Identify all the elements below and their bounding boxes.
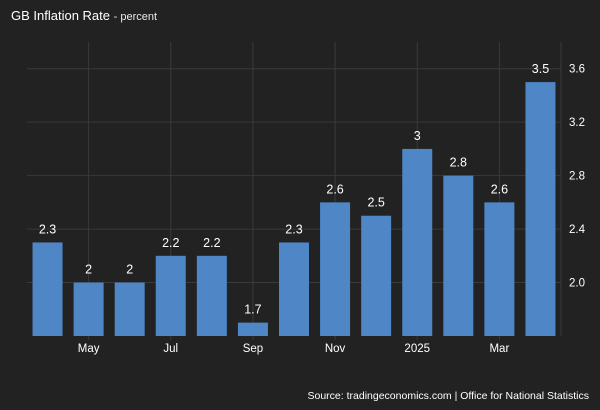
data-label: 2.6 (491, 182, 508, 196)
y-tick-label: 3.2 (569, 117, 585, 129)
bar (237, 322, 268, 336)
x-tick-label: Nov (325, 343, 346, 355)
data-label: 2 (85, 263, 92, 277)
bar (361, 215, 392, 336)
bar (320, 202, 351, 336)
chart-title-text: GB Inflation Rate (11, 8, 110, 23)
source-credit: Source: tradingeconomics.com | Office fo… (307, 390, 590, 402)
bar (525, 82, 556, 336)
bar (443, 175, 474, 336)
bar (279, 242, 309, 336)
bar (73, 282, 104, 336)
bar (402, 148, 433, 336)
x-tick-label: Mar (489, 343, 509, 355)
x-tick-label: 2025 (404, 343, 430, 355)
y-tick-label: 3.6 (569, 64, 585, 76)
data-label: 2.3 (39, 222, 56, 236)
bar (484, 202, 515, 336)
data-label: 1.7 (244, 303, 261, 317)
y-tick-label: 2.8 (569, 171, 585, 183)
data-label: 2.3 (285, 222, 302, 236)
chart-unit: - percent (113, 11, 158, 23)
bar (155, 255, 186, 336)
data-label: 2.2 (203, 236, 220, 250)
chart-title: GB Inflation Rate - percent (11, 8, 157, 23)
data-label: 2 (126, 263, 133, 277)
data-label: 2.5 (367, 196, 384, 210)
data-label: 3.5 (532, 62, 549, 76)
x-tick-label: Sep (243, 343, 263, 355)
bar (114, 282, 145, 336)
data-label: 3 (414, 129, 421, 143)
data-label: 2.6 (326, 182, 343, 196)
bar (196, 255, 227, 336)
y-tick-label: 2.4 (569, 224, 586, 236)
y-tick-label: 2.0 (569, 278, 585, 290)
bar (32, 242, 63, 336)
data-label: 2.8 (450, 156, 467, 170)
x-tick-label: May (78, 343, 100, 355)
data-label: 2.2 (162, 236, 179, 250)
x-tick-label: Jul (163, 343, 178, 355)
